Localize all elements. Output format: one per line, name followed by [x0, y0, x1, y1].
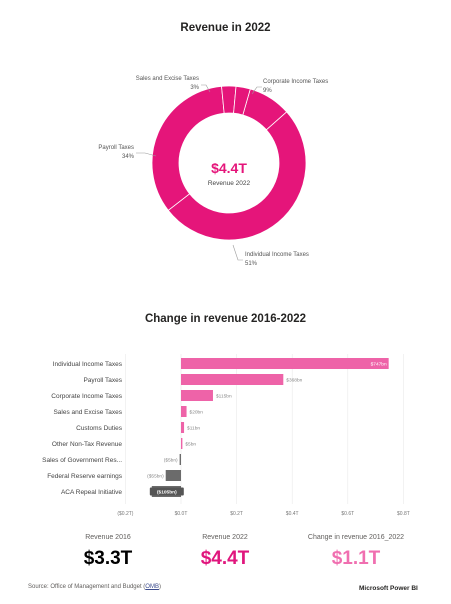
data-label: $5bn [185, 441, 196, 447]
bar-sales-and-excise-taxes[interactable] [181, 406, 187, 417]
x-tick-label: $0.4T [286, 511, 299, 517]
donut-leader-line-corporate [251, 86, 262, 95]
category-label: Federal Reserve earnings [47, 473, 123, 480]
category-label: Sales and Excise Taxes [53, 409, 122, 416]
kpi-change-label: Change in revenue 2016_2022 [307, 534, 405, 541]
bar-chart[interactable]: ($0.2T) $0.0T $0.2T $0.4T $0.6T $0.8T Individu… [0, 340, 451, 520]
category-label: Other Non-Tax Revenue [52, 441, 122, 448]
category-label: ACA Repeal Initiative [61, 489, 122, 496]
donut-ring[interactable] [151, 85, 307, 241]
data-label: $20bn [190, 409, 204, 415]
x-tick-label: $0.8T [397, 511, 410, 517]
bar-other-non-tax-revenue[interactable] [181, 438, 183, 449]
kpi-revenue-2022-value: $4.4T [200, 548, 250, 569]
donut-center-value: $4.4T [211, 160, 247, 176]
donut-chart[interactable]: $4.4T Revenue 2022 Sales and Excise Taxe… [0, 0, 451, 300]
category-label: Customs Duties [76, 425, 123, 432]
donut-leader-line-individual [232, 244, 243, 261]
donut-leader-line-payroll [136, 152, 157, 157]
donut-label-corporate-pct: 9% [263, 88, 272, 94]
donut-leader-line-sales-excise [201, 84, 211, 93]
donut-label-sales-excise-pct: 3% [190, 85, 199, 91]
donut-label-sales-excise-name: Sales and Excise Taxes [136, 76, 199, 82]
footer-source-prefix: Source: Office of Management and Budget … [28, 584, 146, 590]
data-label: $115bn [216, 393, 232, 399]
bar-sales-of-government-res-[interactable] [179, 454, 181, 465]
bar-chart-title: Change in revenue 2016-2022 [144, 313, 307, 325]
donut-slice-individual-income-taxes[interactable] [167, 111, 307, 241]
category-label: Payroll Taxes [83, 377, 122, 384]
donut-slice-payroll-taxes[interactable] [151, 85, 225, 211]
x-tick-label: $0.0T [175, 511, 188, 517]
donut-label-corporate-name: Corporate Income Taxes [263, 79, 328, 85]
donut-label-individual-pct: 51% [245, 261, 258, 267]
category-label: Sales of Government Res... [42, 457, 122, 464]
data-label: $747bn [371, 361, 387, 367]
kpi-revenue-2016-value: $3.3T [83, 548, 133, 569]
category-label: Corporate Income Taxes [51, 393, 122, 400]
x-tick-label: ($0.2T) [117, 511, 133, 517]
donut-chart-title: Revenue in 2022 [180, 22, 271, 34]
data-label: ($105bn) [157, 489, 177, 495]
x-tick-label: $0.2T [230, 511, 243, 517]
donut-leader-lines [136, 84, 262, 261]
donut-slice-sales-and-excise-taxes[interactable] [233, 85, 251, 116]
donut-label-payroll-pct: 34% [122, 154, 135, 160]
donut-label-individual-name: Individual Income Taxes [245, 252, 309, 258]
power-bi-brand[interactable]: Microsoft Power BI [359, 585, 418, 592]
donut-center-label: Revenue 2022 [208, 180, 251, 187]
omb-link[interactable]: OMB [145, 584, 159, 590]
bar-payroll-taxes[interactable] [181, 374, 284, 385]
x-tick-label: $0.6T [341, 511, 354, 517]
kpi-revenue-2022-label: Revenue 2022 [202, 534, 248, 541]
bar-corporate-income-taxes[interactable] [181, 390, 213, 401]
bar-individual-income-taxes[interactable] [181, 358, 389, 369]
data-label: ($5bn) [164, 457, 178, 463]
kpi-revenue-2016-label: Revenue 2016 [85, 534, 131, 541]
data-label: $368bn [286, 377, 302, 383]
bar-federal-reserve-earnings[interactable] [165, 470, 181, 481]
category-label: Individual Income Taxes [53, 361, 123, 368]
data-label: $11bn [187, 425, 200, 431]
bar-customs-duties[interactable] [181, 422, 185, 433]
kpi-change-value: $1.1T [331, 548, 381, 569]
footer-source-suffix: ) [158, 584, 161, 590]
footer-source: Source: Office of Management and Budget … [28, 584, 161, 590]
donut-label-payroll-name: Payroll Taxes [98, 145, 134, 151]
data-label-badge [149, 487, 184, 496]
data-label: ($55bn) [147, 473, 164, 479]
